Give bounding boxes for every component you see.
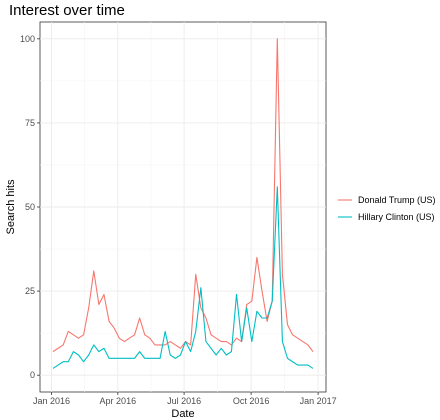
y-tick-label: 50 bbox=[25, 202, 35, 212]
x-tick-label: Jul 2016 bbox=[167, 396, 201, 406]
x-tick-label: Oct 2016 bbox=[233, 396, 270, 406]
y-tick-label: 0 bbox=[30, 370, 35, 380]
x-tick-label: Apr 2016 bbox=[100, 396, 137, 406]
y-tick-label: 100 bbox=[20, 34, 35, 44]
x-tick-label: Jan 2016 bbox=[33, 396, 70, 406]
y-axis-title: Search hits bbox=[5, 179, 17, 235]
y-tick-label: 25 bbox=[25, 286, 35, 296]
y-tick-label: 75 bbox=[25, 118, 35, 128]
major-gridlines bbox=[40, 22, 326, 392]
chart-title: Interest over time bbox=[9, 2, 125, 19]
x-axis-title: Date bbox=[171, 408, 194, 420]
series-line bbox=[52, 186, 314, 369]
legend-label: Hillary Clinton (US) bbox=[358, 212, 435, 222]
legend: Donald Trump (US) Hillary Clinton (US) bbox=[338, 195, 436, 222]
x-tick-label: Jan 2017 bbox=[300, 396, 337, 406]
legend-label: Donald Trump (US) bbox=[358, 195, 436, 205]
y-axis: 0 25 50 75 100 bbox=[20, 34, 40, 380]
series-layer bbox=[52, 38, 314, 369]
x-axis: Jan 2016 Apr 2016 Jul 2016 Oct 2016 Jan 2017 bbox=[33, 392, 337, 406]
